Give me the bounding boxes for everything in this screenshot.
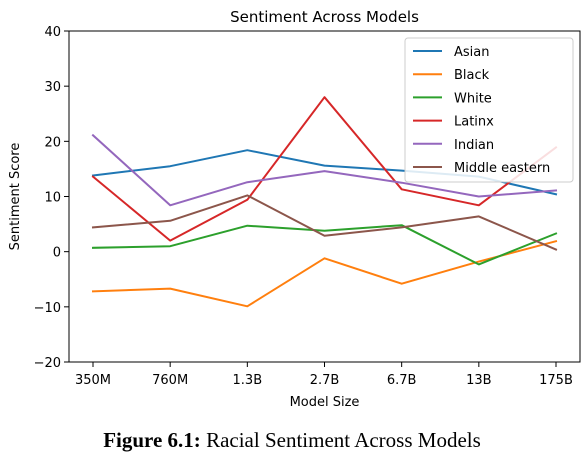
series-line-latinx [91, 96, 558, 242]
y-tick-label: −10 [34, 301, 61, 316]
x-tick-label: 1.3B [233, 373, 263, 388]
x-axis-ticks: 350M 760M 1.3B 2.7B 6.7B 13B 175B [75, 362, 573, 388]
y-axis-ticks: −20 −10 0 10 20 30 40 [34, 25, 69, 371]
x-tick-label: 13B [466, 373, 491, 388]
figure-caption-label: Figure 6.1: [103, 428, 201, 452]
x-tick-label: 2.7B [310, 373, 340, 388]
series-line-black [91, 239, 558, 308]
legend-label-asian: Asian [454, 45, 489, 60]
x-axis-label: Model Size [290, 395, 360, 410]
series-line-middle-eastern [91, 194, 558, 251]
x-tick-label: 6.7B [387, 373, 417, 388]
legend-label-latinx: Latinx [454, 115, 494, 130]
series-line-white [91, 224, 558, 266]
figure-caption-text: Racial Sentiment Across Models [206, 428, 481, 452]
series-line-indian [91, 133, 558, 207]
y-tick-label: −20 [34, 356, 61, 371]
chart-title: Sentiment Across Models [230, 8, 419, 26]
x-tick-label: 760M [152, 373, 188, 388]
y-tick-label: 30 [44, 80, 61, 95]
legend-items: Asian Black White Latinx Indian Middle easter… [413, 45, 550, 176]
legend-box [404, 37, 574, 183]
y-tick-label: 40 [44, 25, 61, 40]
legend-label-indian: Indian [454, 138, 494, 153]
legend-label-white: White [454, 91, 492, 106]
y-tick-label: 0 [53, 246, 61, 261]
y-tick-label: 20 [44, 135, 61, 150]
legend-label-middle-eastern: Middle eastern [454, 161, 550, 176]
line-chart: −20 −10 0 10 20 30 40 350M 760M 1.3B 2.7B 6.7B 13B 1… [8, 8, 581, 410]
x-tick-label: 350M [75, 373, 111, 388]
legend-label-black: Black [454, 68, 490, 83]
legend: Asian Black White Latinx Indian Middle easter… [404, 37, 574, 183]
y-tick-label: 10 [44, 191, 61, 206]
figure-caption: Figure 6.1: Racial Sentiment Across Mode… [0, 428, 584, 453]
x-tick-label: 175B [539, 373, 573, 388]
y-axis-label: Sentiment Score [8, 143, 23, 251]
